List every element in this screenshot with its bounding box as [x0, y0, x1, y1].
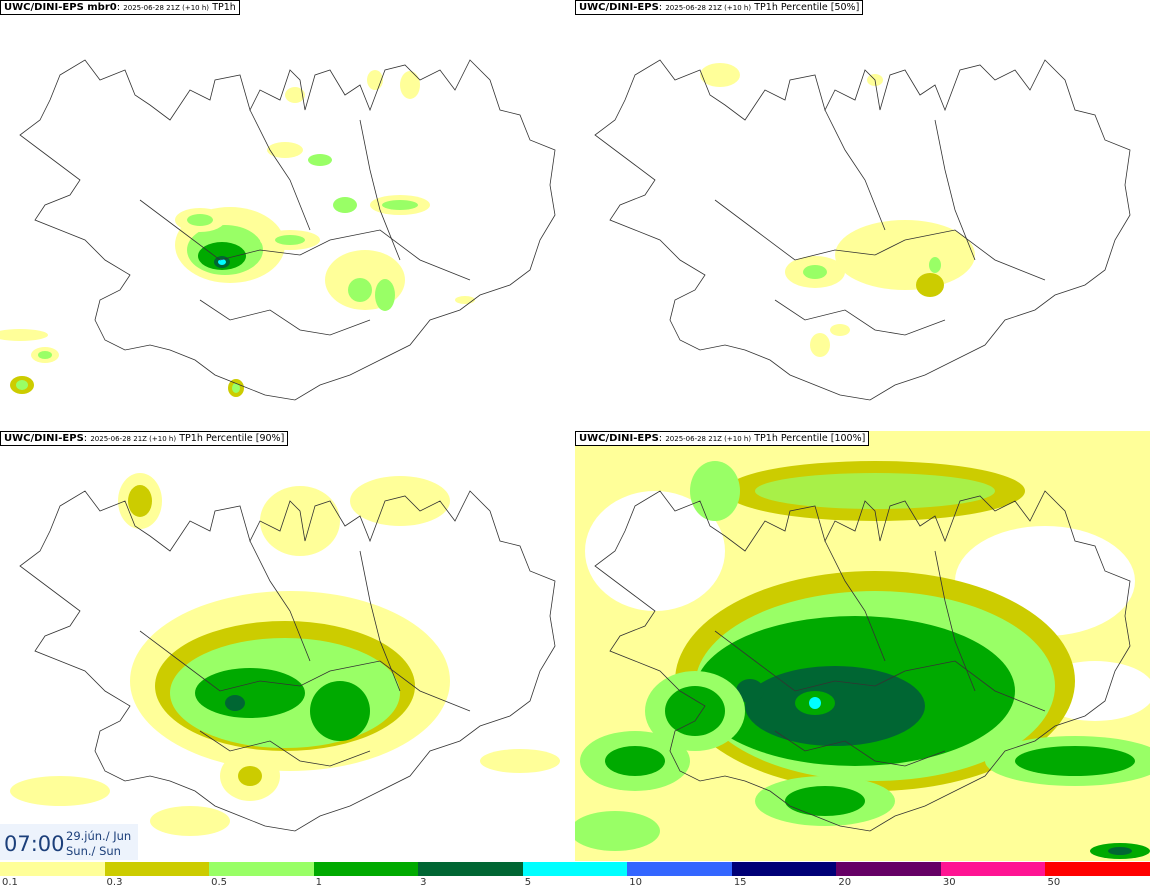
valid-hour: 07:00 — [4, 832, 65, 856]
colorbar-segment — [836, 862, 941, 876]
panel-title-p50: UWC/DINI-EPS: 2025-06-28 21Z (+10 h) TP1… — [575, 0, 864, 15]
model-name: UWC/DINI-EPS — [579, 433, 659, 444]
valid-date: 29.jún./ Jun Sun./ Sun — [66, 829, 131, 859]
map-panel-p50: UWC/DINI-EPS: 2025-06-28 21Z (+10 h) TP1… — [575, 0, 1150, 430]
coastline — [594, 59, 1131, 401]
colorbar-tick-label: 0.3 — [106, 877, 123, 888]
run-time: 2025-06-28 21Z (+10 h) — [665, 435, 752, 443]
model-name: UWC/DINI-EPS — [4, 433, 84, 444]
run-time: 2025-06-28 21Z (+10 h) — [123, 4, 210, 12]
precip-areas — [10, 473, 560, 836]
colorbar-segment — [418, 862, 523, 876]
model-name: UWC/DINI-EPS mbr0 — [4, 2, 117, 13]
run-time: 2025-06-28 21Z (+10 h) — [665, 4, 752, 12]
precip-map-p90 — [10, 473, 560, 836]
colorbar-segment — [0, 862, 105, 876]
colorbar-tick-label: 3 — [420, 877, 427, 888]
colorbar-segment — [627, 862, 732, 876]
colorbar-tick-label: 15 — [733, 877, 747, 888]
colorbar-tick-label: 10 — [629, 877, 642, 888]
coastline — [19, 59, 556, 401]
coastline — [19, 490, 556, 832]
panel-title-p90: UWC/DINI-EPS: 2025-06-28 21Z (+10 h) TP1… — [0, 431, 289, 446]
colorbar-ticks: 0.1 0.3 0.5 1 3 5 10 15 20 30 50 — [0, 877, 1150, 891]
map-panel-p90: UWC/DINI-EPS: 2025-06-28 21Z (+10 h) TP1… — [0, 431, 575, 861]
map-panel-mbr0: UWC/DINI-EPS mbr0: 2025-06-28 21Z (+10 h… — [0, 0, 575, 430]
colorbar-segment — [209, 862, 314, 876]
parameter-name: TP1h Percentile [90%] — [179, 433, 285, 444]
model-name: UWC/DINI-EPS — [579, 2, 659, 13]
panel-title-mbr0: UWC/DINI-EPS mbr0: 2025-06-28 21Z (+10 h… — [0, 0, 240, 15]
colorbar-tick-label: 0.1 — [2, 877, 18, 888]
precip-map-mbr0 — [0, 59, 556, 401]
precip-areas — [0, 70, 475, 397]
colorbar-tick-label: 1 — [315, 877, 322, 888]
parameter-name: TP1h Percentile [100%] — [754, 433, 866, 444]
panel-title-p100: UWC/DINI-EPS: 2025-06-28 21Z (+10 h) TP1… — [575, 431, 870, 446]
colorbar-segment — [1045, 862, 1150, 876]
precip-map-p100 — [575, 431, 1150, 861]
colorbar-tick-label: 20 — [838, 877, 852, 888]
precip-map-p50 — [594, 59, 1131, 401]
map-panel-p100: UWC/DINI-EPS: 2025-06-28 21Z (+10 h) TP1… — [575, 431, 1150, 861]
precip-areas — [700, 63, 975, 357]
precip-colorbar — [0, 862, 1150, 876]
colorbar-segment — [940, 862, 1046, 876]
run-time: 2025-06-28 21Z (+10 h) — [90, 435, 177, 443]
colorbar-tick-label: 30 — [942, 877, 956, 888]
colorbar-segment — [104, 862, 210, 876]
valid-date-line: 29.jún./ Jun — [66, 829, 132, 843]
valid-day-line: Sun./ Sun — [66, 844, 121, 858]
valid-time-box: 07:00 29.jún./ Jun Sun./ Sun — [0, 824, 138, 860]
parameter-name: TP1h Percentile [50%] — [754, 2, 860, 13]
parameter-name: TP1h — [212, 2, 236, 13]
colorbar-tick-label: 0.5 — [211, 877, 227, 888]
colorbar-segment — [313, 862, 419, 876]
colorbar-segment — [731, 862, 837, 876]
colorbar-tick-label: 5 — [524, 877, 532, 888]
colorbar-tick-label: 50 — [1047, 877, 1061, 888]
colorbar-segment — [522, 862, 628, 876]
coastline — [594, 490, 1131, 832]
